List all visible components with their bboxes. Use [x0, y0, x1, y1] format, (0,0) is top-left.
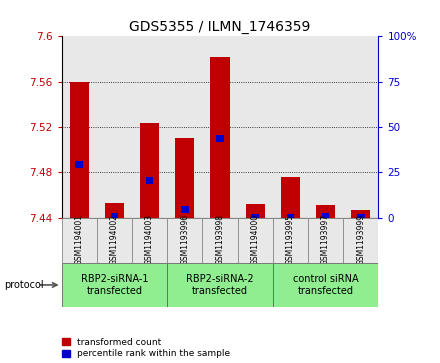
Bar	[110, 213, 118, 220]
Bar	[175, 138, 194, 218]
Text: control siRNA
transfected: control siRNA transfected	[293, 274, 359, 296]
Bar	[202, 218, 238, 263]
Text: GSM1194002: GSM1194002	[110, 214, 119, 265]
Bar	[251, 215, 259, 221]
Bar	[70, 82, 89, 218]
Text: GSM1194003: GSM1194003	[145, 214, 154, 265]
Bar	[167, 263, 273, 307]
Bar	[202, 36, 238, 218]
Text: RBP2-siRNA-1
transfected: RBP2-siRNA-1 transfected	[81, 274, 148, 296]
Text: GSM1194001: GSM1194001	[75, 214, 84, 265]
Bar	[308, 218, 343, 263]
Bar	[322, 213, 330, 220]
Bar	[286, 215, 294, 221]
Bar	[146, 177, 154, 184]
Title: GDS5355 / ILMN_1746359: GDS5355 / ILMN_1746359	[129, 20, 311, 34]
Bar	[273, 263, 378, 307]
Text: RBP2-siRNA-2
transfected: RBP2-siRNA-2 transfected	[186, 274, 254, 296]
Bar	[343, 36, 378, 218]
Bar	[181, 207, 189, 213]
Bar	[132, 218, 167, 263]
Bar	[351, 210, 370, 218]
Bar	[167, 218, 202, 263]
Bar	[62, 263, 167, 307]
Bar	[246, 204, 265, 218]
Bar	[75, 161, 83, 168]
Text: GSM1193997: GSM1193997	[321, 214, 330, 265]
Bar	[140, 122, 159, 218]
Bar	[62, 36, 97, 218]
Bar	[105, 203, 124, 218]
Bar	[273, 36, 308, 218]
Bar	[97, 218, 132, 263]
Bar	[281, 177, 300, 218]
Bar	[343, 218, 378, 263]
Text: GSM1193996: GSM1193996	[180, 214, 189, 265]
Bar	[273, 218, 308, 263]
Text: protocol: protocol	[4, 280, 44, 290]
Bar	[97, 36, 132, 218]
Bar	[316, 205, 335, 218]
Bar	[167, 36, 202, 218]
Text: GSM1194000: GSM1194000	[251, 214, 260, 265]
Text: GSM1193995: GSM1193995	[286, 214, 295, 265]
Bar	[216, 135, 224, 142]
Bar	[308, 36, 343, 218]
Bar	[132, 36, 167, 218]
Bar	[238, 36, 273, 218]
Bar	[210, 57, 230, 218]
Legend: transformed count, percentile rank within the sample: transformed count, percentile rank withi…	[62, 338, 230, 359]
Text: GSM1193999: GSM1193999	[356, 214, 365, 265]
Bar	[238, 218, 273, 263]
Bar	[62, 218, 97, 263]
Bar	[357, 215, 365, 221]
Text: GSM1193998: GSM1193998	[216, 214, 224, 265]
